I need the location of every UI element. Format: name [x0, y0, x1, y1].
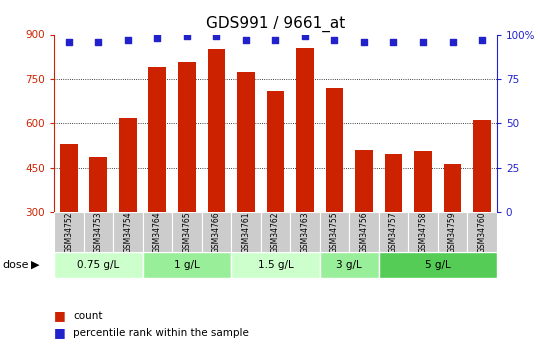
Point	[448, 39, 457, 45]
Bar	[237, 71, 255, 212]
Bar	[320, 252, 379, 278]
Bar	[379, 212, 408, 252]
Title: GDS991 / 9661_at: GDS991 / 9661_at	[206, 16, 345, 32]
Bar	[201, 212, 231, 252]
Bar	[143, 212, 172, 252]
Text: GSM34766: GSM34766	[212, 211, 221, 253]
Text: GSM34756: GSM34756	[360, 211, 368, 253]
Bar	[438, 212, 467, 252]
Point	[153, 35, 161, 41]
Bar	[90, 157, 107, 212]
Point	[212, 33, 221, 39]
Point	[360, 39, 368, 45]
Bar	[384, 154, 402, 212]
Bar	[444, 164, 461, 212]
Bar	[54, 212, 84, 252]
Bar	[296, 48, 314, 212]
Bar	[231, 212, 261, 252]
Text: 1.5 g/L: 1.5 g/L	[258, 260, 293, 270]
Point	[241, 37, 250, 42]
Text: count: count	[73, 311, 103, 321]
Text: 0.75 g/L: 0.75 g/L	[77, 260, 119, 270]
Bar	[261, 212, 290, 252]
Point	[389, 39, 398, 45]
Bar	[320, 212, 349, 252]
Bar	[178, 62, 195, 212]
Text: GSM34761: GSM34761	[241, 211, 251, 253]
Point	[418, 39, 427, 45]
Text: GSM34755: GSM34755	[330, 211, 339, 253]
Text: 5 g/L: 5 g/L	[425, 260, 451, 270]
Text: GSM34753: GSM34753	[94, 211, 103, 253]
Bar	[267, 91, 284, 212]
Bar	[408, 212, 438, 252]
Point	[64, 39, 73, 45]
Text: 3 g/L: 3 g/L	[336, 260, 362, 270]
Bar	[290, 212, 320, 252]
Bar	[414, 150, 432, 212]
Point	[94, 39, 103, 45]
Text: GSM34757: GSM34757	[389, 211, 398, 253]
Bar	[113, 212, 143, 252]
Point	[478, 37, 487, 42]
Point	[271, 37, 280, 42]
Bar	[84, 212, 113, 252]
Bar	[207, 49, 225, 212]
Text: GSM34759: GSM34759	[448, 211, 457, 253]
Bar	[326, 88, 343, 212]
Text: GSM34764: GSM34764	[153, 211, 162, 253]
Text: GSM34762: GSM34762	[271, 211, 280, 253]
Bar	[172, 212, 201, 252]
Text: GSM34754: GSM34754	[123, 211, 132, 253]
Bar	[54, 252, 143, 278]
Text: GSM34752: GSM34752	[64, 211, 73, 253]
Bar	[473, 120, 491, 212]
Point	[301, 33, 309, 39]
Bar	[60, 144, 78, 212]
Bar	[148, 67, 166, 212]
Bar	[143, 252, 231, 278]
Bar	[119, 118, 137, 212]
Text: ■: ■	[54, 309, 66, 322]
Text: dose: dose	[3, 260, 29, 270]
Point	[124, 37, 132, 42]
Point	[330, 37, 339, 42]
Text: GSM34763: GSM34763	[300, 211, 309, 253]
Text: GSM34765: GSM34765	[183, 211, 191, 253]
Bar	[467, 212, 497, 252]
Point	[183, 33, 191, 39]
Text: ■: ■	[54, 326, 66, 339]
Text: GSM34760: GSM34760	[477, 211, 487, 253]
Bar	[231, 252, 320, 278]
Text: 1 g/L: 1 g/L	[174, 260, 200, 270]
Bar	[355, 150, 373, 212]
Bar	[349, 212, 379, 252]
Bar	[379, 252, 497, 278]
Text: GSM34758: GSM34758	[418, 211, 428, 253]
Text: percentile rank within the sample: percentile rank within the sample	[73, 328, 249, 338]
Text: ▶: ▶	[31, 260, 40, 270]
